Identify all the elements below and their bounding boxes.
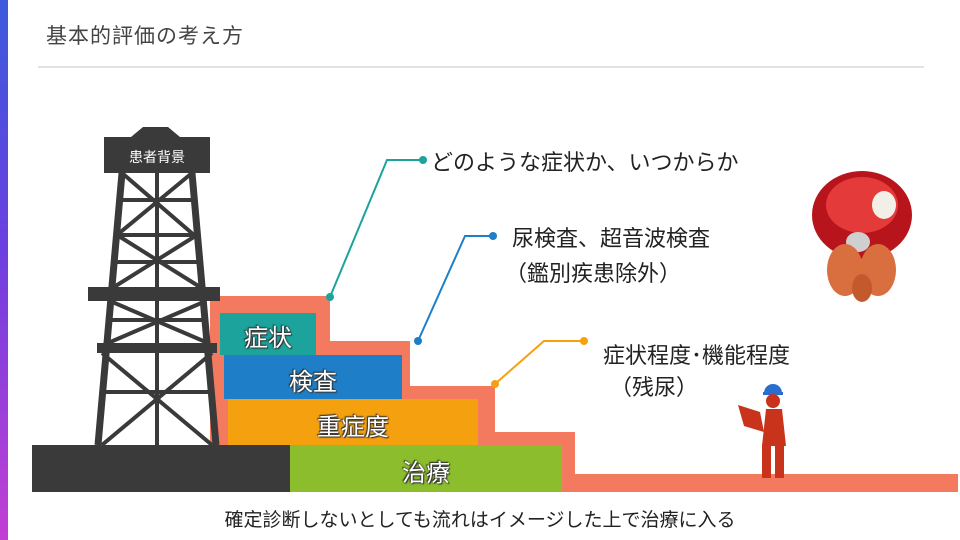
callout-symptoms: どのような症状か、いつからか [431, 151, 739, 176]
callout-tests-line1: 尿検査、超音波検査 [512, 227, 711, 252]
step-block-severity [228, 399, 478, 445]
callout-severity-line2: （残尿） [610, 376, 699, 401]
step-block-treatment [290, 445, 562, 492]
step-label-tests: 検査 [289, 368, 337, 396]
title-divider [38, 66, 924, 68]
worker-figure [738, 384, 786, 478]
step-block-symptoms [220, 313, 316, 355]
accent-bar [0, 0, 8, 540]
callout-connector-tests [414, 232, 497, 345]
step-label-severity: 重症度 [317, 413, 389, 441]
prostate-illustration [812, 171, 912, 302]
bottom-caption: 確定診断しないとしても流れはイメージした上で治療に入る [224, 509, 736, 531]
callout-connector-symptoms [326, 156, 427, 301]
step-label-symptoms: 症状 [244, 324, 292, 352]
step-block-tests [224, 355, 402, 399]
tower-sign-label: 患者背景 [129, 150, 185, 166]
callout-severity-line1: 症状程度･機能程度 [603, 344, 791, 369]
page-title: 基本的評価の考え方 [46, 24, 244, 48]
callout-tests-line2: （鑑別疾患除外） [505, 262, 682, 287]
callout-connector-severity [491, 337, 588, 388]
oil-derrick [88, 127, 220, 447]
step-label-treatment: 治療 [402, 459, 450, 487]
tower-base [32, 445, 290, 492]
